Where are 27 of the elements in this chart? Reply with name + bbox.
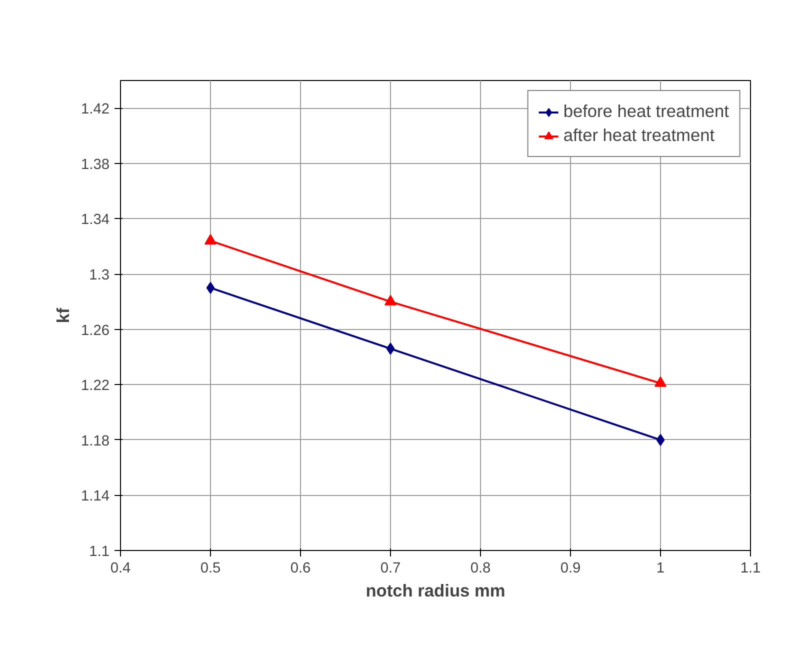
y-tick-label: 1.18 bbox=[80, 433, 110, 450]
y-axis-title: kf bbox=[52, 308, 73, 324]
point bbox=[206, 282, 215, 294]
y-tick-label: 1.3 bbox=[89, 268, 110, 284]
point bbox=[386, 342, 395, 355]
point bbox=[204, 234, 216, 245]
y-tick-label: 1.14 bbox=[80, 488, 110, 505]
x-axis-title: notch radius mm bbox=[366, 580, 506, 600]
x-tick-label: 0.5 bbox=[200, 560, 221, 576]
y-tick-label: 1.26 bbox=[80, 322, 110, 339]
x-tick-label: 0.4 bbox=[110, 560, 131, 576]
legend-label: after heat treatment bbox=[563, 125, 715, 146]
x-tick-label: 1 bbox=[656, 560, 665, 576]
y-tick-label: 1.38 bbox=[80, 156, 110, 173]
x-tick-label: 0.6 bbox=[290, 560, 311, 576]
legend-label: before heat treatment bbox=[563, 101, 729, 122]
y-tick-label: 1.22 bbox=[80, 378, 110, 394]
x-tick-label: 0.8 bbox=[470, 560, 491, 576]
point bbox=[656, 434, 665, 446]
y-tick-label: 1.34 bbox=[80, 212, 110, 228]
x-tick-label: 0.7 bbox=[380, 560, 401, 576]
point bbox=[384, 294, 396, 306]
point bbox=[654, 376, 666, 387]
y-tick-label: 1.1 bbox=[89, 544, 110, 560]
x-tick-label: 1.1 bbox=[740, 560, 761, 576]
y-tick-label: 1.42 bbox=[80, 102, 110, 118]
x-tick-label: 0.9 bbox=[560, 560, 581, 576]
